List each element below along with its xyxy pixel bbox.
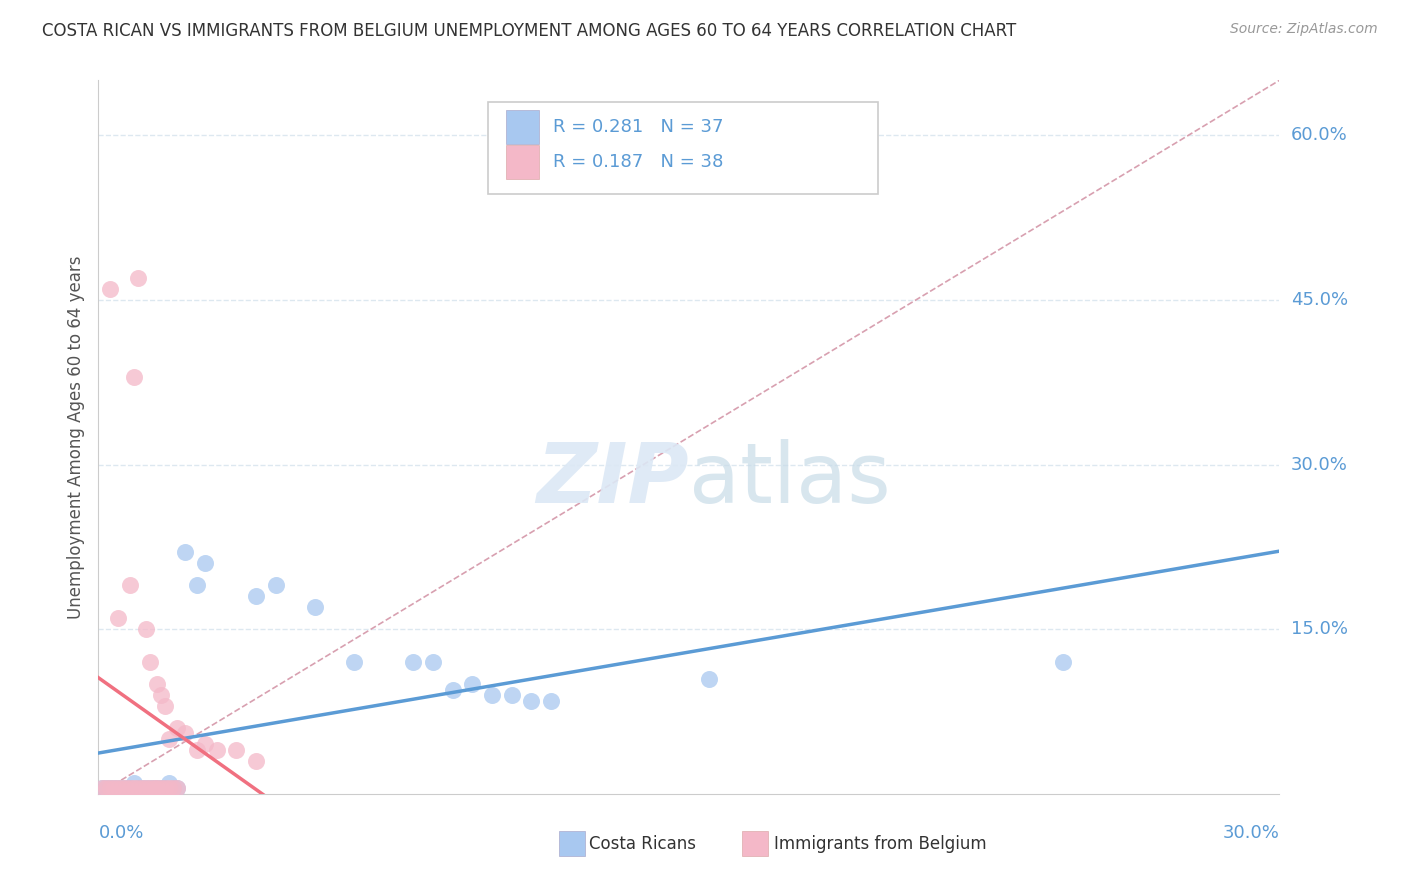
- Text: Source: ZipAtlas.com: Source: ZipAtlas.com: [1230, 22, 1378, 37]
- Point: [186, 743, 208, 757]
- Point: [107, 781, 129, 796]
- Text: 15.0%: 15.0%: [1291, 620, 1347, 638]
- Point: [461, 677, 484, 691]
- Point: [540, 693, 562, 707]
- Point: [157, 776, 180, 790]
- Point: [1052, 655, 1074, 669]
- Text: atlas: atlas: [689, 440, 890, 520]
- Point: [142, 781, 165, 796]
- Point: [96, 781, 118, 796]
- Point: [157, 731, 180, 746]
- Text: 0.0%: 0.0%: [98, 824, 143, 842]
- Point: [138, 655, 160, 669]
- Text: 60.0%: 60.0%: [1291, 126, 1347, 145]
- Text: COSTA RICAN VS IMMIGRANTS FROM BELGIUM UNEMPLOYMENT AMONG AGES 60 TO 64 YEARS CO: COSTA RICAN VS IMMIGRANTS FROM BELGIUM U…: [42, 22, 1017, 40]
- Point: [150, 688, 173, 702]
- Point: [245, 754, 267, 768]
- Point: [103, 781, 125, 796]
- Bar: [742, 831, 768, 856]
- Point: [103, 781, 125, 796]
- Point: [107, 781, 129, 796]
- Point: [107, 611, 129, 625]
- FancyBboxPatch shape: [488, 102, 877, 194]
- Point: [135, 781, 157, 796]
- Point: [131, 781, 153, 796]
- Point: [155, 781, 177, 796]
- Text: Immigrants from Belgium: Immigrants from Belgium: [773, 835, 987, 853]
- Point: [111, 781, 134, 796]
- Point: [166, 781, 188, 796]
- Point: [135, 781, 157, 796]
- Point: [138, 781, 160, 796]
- Point: [150, 781, 173, 796]
- Point: [127, 781, 149, 796]
- Point: [155, 781, 177, 796]
- Point: [402, 655, 425, 669]
- Text: R = 0.281   N = 37: R = 0.281 N = 37: [553, 118, 724, 136]
- Text: 45.0%: 45.0%: [1291, 291, 1348, 309]
- Point: [245, 589, 267, 603]
- Point: [520, 693, 543, 707]
- Point: [174, 545, 197, 559]
- Point: [501, 688, 523, 702]
- Bar: [506, 110, 538, 144]
- Text: Costa Ricans: Costa Ricans: [589, 835, 696, 853]
- Point: [157, 781, 180, 796]
- Point: [146, 781, 169, 796]
- Point: [225, 743, 247, 757]
- Text: ZIP: ZIP: [536, 440, 689, 520]
- Text: 30.0%: 30.0%: [1291, 456, 1347, 474]
- Point: [118, 781, 141, 796]
- Point: [174, 726, 197, 740]
- Point: [135, 622, 157, 636]
- Point: [98, 781, 121, 796]
- Point: [118, 781, 141, 796]
- Point: [166, 781, 188, 796]
- Point: [127, 271, 149, 285]
- Point: [122, 781, 145, 796]
- Point: [127, 781, 149, 796]
- Point: [155, 699, 177, 714]
- Point: [115, 781, 138, 796]
- Point: [264, 578, 287, 592]
- Point: [166, 721, 188, 735]
- Point: [146, 677, 169, 691]
- Point: [91, 781, 114, 796]
- Point: [115, 781, 138, 796]
- Point: [111, 781, 134, 796]
- Bar: [560, 831, 585, 856]
- Point: [98, 282, 121, 296]
- Point: [138, 781, 160, 796]
- Point: [194, 557, 217, 571]
- Text: 30.0%: 30.0%: [1223, 824, 1279, 842]
- Point: [162, 781, 184, 796]
- Point: [118, 578, 141, 592]
- Point: [697, 672, 720, 686]
- Text: R = 0.187   N = 38: R = 0.187 N = 38: [553, 153, 724, 171]
- Point: [422, 655, 444, 669]
- Point: [194, 738, 217, 752]
- Point: [131, 781, 153, 796]
- Point: [122, 776, 145, 790]
- Point: [304, 600, 326, 615]
- Point: [441, 682, 464, 697]
- Point: [96, 781, 118, 796]
- Point: [122, 369, 145, 384]
- Bar: [506, 145, 538, 179]
- Point: [343, 655, 366, 669]
- Point: [205, 743, 228, 757]
- Y-axis label: Unemployment Among Ages 60 to 64 years: Unemployment Among Ages 60 to 64 years: [66, 255, 84, 619]
- Point: [162, 781, 184, 796]
- Point: [91, 781, 114, 796]
- Point: [142, 781, 165, 796]
- Point: [150, 781, 173, 796]
- Point: [98, 781, 121, 796]
- Point: [146, 781, 169, 796]
- Point: [481, 688, 503, 702]
- Point: [186, 578, 208, 592]
